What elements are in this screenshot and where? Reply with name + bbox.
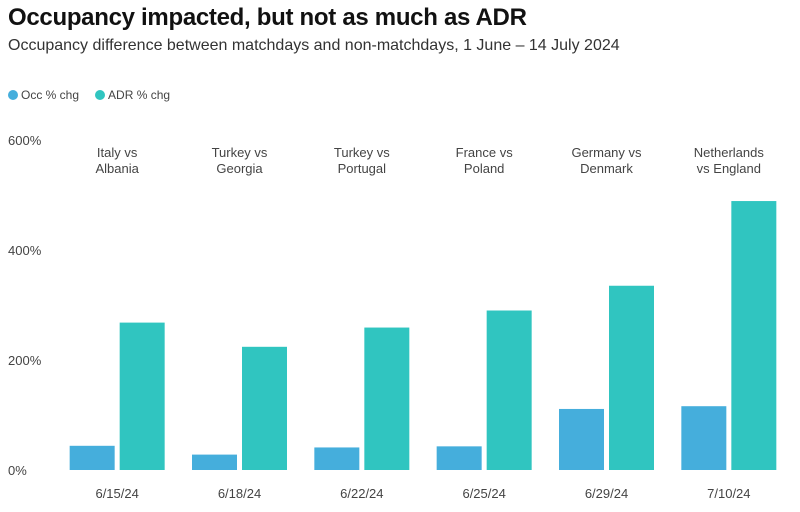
y-tick-label: 200%: [8, 353, 42, 368]
chart-title: Occupancy impacted, but not as much as A…: [8, 4, 527, 31]
legend-item-adr[interactable]: ADR % chg: [95, 88, 170, 102]
match-annotation: Germany vs: [571, 145, 642, 160]
match-annotation: Albania: [95, 161, 139, 176]
y-tick-label: 400%: [8, 243, 42, 258]
x-tick-label: 6/25/24: [462, 486, 505, 501]
bar-adr[interactable]: [119, 322, 165, 470]
bar-occ[interactable]: [314, 447, 360, 470]
x-tick-label: 6/22/24: [340, 486, 383, 501]
x-tick-label: 6/29/24: [585, 486, 628, 501]
bar-adr[interactable]: [486, 310, 532, 471]
legend-label-adr: ADR % chg: [108, 88, 171, 102]
bar-occ[interactable]: [436, 446, 482, 470]
match-annotation: vs England: [697, 161, 761, 176]
match-annotation: Poland: [464, 161, 504, 176]
x-tick-label: 6/15/24: [95, 486, 138, 501]
match-annotation: Georgia: [216, 161, 263, 176]
bar-adr[interactable]: [364, 327, 410, 470]
y-tick-label: 0%: [8, 463, 27, 478]
bar-adr[interactable]: [242, 346, 287, 470]
bar-adr[interactable]: [731, 201, 777, 471]
legend-label-occ: Occ % chg: [21, 88, 80, 102]
x-axis: 6/15/24 6/18/24 6/22/24 6/25/24 6/29/24 7/10/…: [95, 486, 750, 501]
match-annotation: Netherlands: [694, 145, 765, 160]
x-tick-label: 6/18/24: [218, 486, 261, 501]
bar-occ[interactable]: [559, 408, 604, 470]
x-tick-label: 7/10/24: [707, 486, 750, 501]
match-annotation: Turkey vs: [212, 145, 268, 160]
match-annotation: France vs: [456, 145, 514, 160]
legend-swatch-adr: [95, 90, 106, 100]
match-annotation: Italy vs: [97, 145, 138, 160]
bar-occ[interactable]: [192, 454, 237, 470]
y-tick-label: 600%: [8, 133, 42, 148]
bars: [69, 201, 777, 471]
bar-occ[interactable]: [681, 406, 727, 470]
match-annotation: Portugal: [338, 161, 387, 176]
match-annotation: Turkey vs: [334, 145, 390, 160]
bar-adr[interactable]: [609, 285, 654, 470]
match-annotation: Denmark: [580, 161, 633, 176]
legend-item-occ[interactable]: Occ % chg: [8, 88, 79, 102]
chart-subtitle: Occupancy difference between matchdays a…: [8, 37, 620, 54]
legend: Occ % chg ADR % chg: [8, 88, 170, 102]
y-axis: 0% 200% 400% 600%: [8, 133, 42, 478]
legend-swatch-occ: [8, 90, 18, 100]
bar-occ[interactable]: [69, 445, 115, 470]
